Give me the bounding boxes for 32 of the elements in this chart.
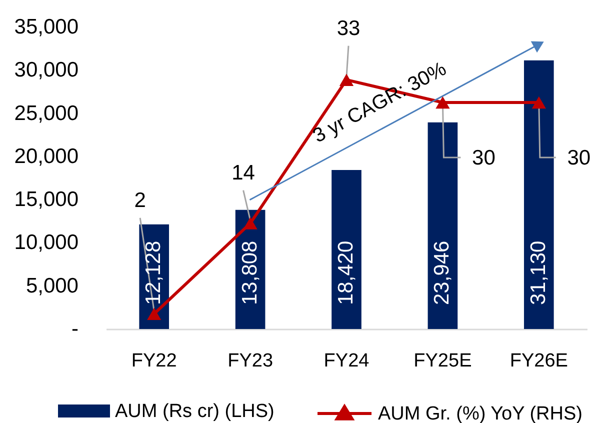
point: [243, 217, 258, 230]
data-label: 13,808: [238, 240, 262, 305]
data-label: 23,946: [430, 240, 454, 305]
point: [147, 308, 162, 320]
point: [532, 96, 546, 109]
data-label: 18,420: [334, 240, 358, 305]
y-tick-label: 20,000: [14, 144, 78, 168]
y-tick-label: -: [72, 318, 78, 340]
bar: [332, 170, 362, 329]
y-tick-label: 15,000: [14, 188, 78, 212]
data-label: 33: [336, 16, 360, 40]
legend-label: AUM (Rs cr) (LHS): [115, 401, 274, 422]
data-label: 14: [232, 161, 256, 184]
x-tick-label: FY26E: [510, 350, 568, 372]
data-label: 2: [134, 188, 146, 212]
x-tick-label: FY23: [228, 350, 274, 372]
x-tick-label: FY25E: [414, 350, 472, 372]
y-tick-label: 25,000: [14, 102, 78, 125]
y-tick-label: 10,000: [14, 231, 78, 254]
point: [339, 74, 354, 86]
data-label: 12,128: [142, 240, 166, 305]
bar: [524, 60, 554, 329]
y-tick-label: 30,000: [14, 58, 78, 82]
data-label: 31,130: [526, 240, 550, 305]
y-tick-label: 35,000: [14, 16, 78, 38]
data-label: 30: [472, 146, 496, 170]
bar: [428, 122, 458, 329]
x-tick-label: FY24: [324, 350, 370, 372]
point: [436, 96, 450, 109]
data-label: 30: [567, 146, 591, 170]
y-tick-label: 5,000: [26, 274, 78, 298]
x-tick-label: FY22: [131, 350, 177, 372]
